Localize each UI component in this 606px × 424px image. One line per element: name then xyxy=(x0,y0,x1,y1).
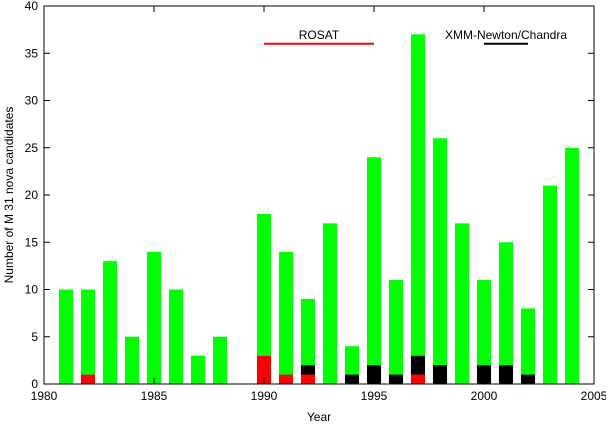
bar-segment xyxy=(344,346,360,375)
annotation-label: XMM-Newton/Chandra xyxy=(445,28,567,42)
bars-group xyxy=(58,34,580,384)
bar-segment xyxy=(476,280,492,366)
x-tick-label: 1990 xyxy=(251,389,278,403)
x-tick-label: 2000 xyxy=(471,389,498,403)
bar-segment xyxy=(410,355,426,375)
y-axis-label: Number of M 31 nova candidates xyxy=(2,107,16,284)
bar-segment xyxy=(410,34,426,356)
bar-segment xyxy=(432,365,448,384)
bar-segment xyxy=(388,280,404,375)
annotations-group: ROSAT XMM-Newton/Chandra xyxy=(264,28,567,45)
bar-segment xyxy=(542,185,558,384)
bar-segment xyxy=(498,242,514,366)
x-axis-label: Year xyxy=(307,410,331,424)
bar-segment xyxy=(146,251,162,384)
bar-segment xyxy=(212,336,228,384)
bar-segment xyxy=(168,289,184,384)
bar-segment xyxy=(278,374,294,384)
y-tick-label: 10 xyxy=(25,283,39,297)
bar-segment xyxy=(322,223,338,384)
bar-segment xyxy=(498,365,514,384)
bar-segment xyxy=(80,289,96,375)
bar-segment xyxy=(58,289,74,384)
axis-ticks: 1980 1985 1990 1995 2000 2005 0 5 10 15 20 25 30 35 40 xyxy=(25,0,606,403)
x-tick-label: 1995 xyxy=(361,389,388,403)
y-tick-label: 20 xyxy=(25,188,39,202)
x-tick-label: 2005 xyxy=(581,389,606,403)
y-tick-label: 30 xyxy=(25,94,39,108)
bar-segment xyxy=(80,374,96,384)
y-tick-label: 15 xyxy=(25,235,39,249)
bar-segment xyxy=(388,374,404,384)
annotation-label: ROSAT xyxy=(299,28,340,42)
bar-segment xyxy=(520,374,536,384)
y-tick-label: 0 xyxy=(31,377,38,391)
x-tick-label: 1985 xyxy=(141,389,168,403)
bar-segment xyxy=(300,374,316,384)
bar-segment xyxy=(300,365,316,375)
x-tick-label: 1980 xyxy=(31,389,58,403)
bar-segment xyxy=(410,374,426,384)
bar-segment xyxy=(454,223,470,384)
y-tick-label: 35 xyxy=(25,46,39,60)
bar-segment xyxy=(278,251,294,375)
y-tick-label: 40 xyxy=(25,0,39,13)
bar-segment xyxy=(564,147,580,384)
y-tick-label: 5 xyxy=(31,330,38,344)
bar-segment xyxy=(520,308,536,375)
bar-segment xyxy=(102,261,118,384)
bar-segment xyxy=(366,365,382,384)
bar-segment xyxy=(256,213,272,356)
y-tick-label: 25 xyxy=(25,141,39,155)
bar-segment xyxy=(476,365,492,384)
bar-segment xyxy=(124,336,140,384)
bar-segment xyxy=(366,157,382,366)
bar-segment xyxy=(344,374,360,384)
bar-segment xyxy=(190,355,206,384)
bar-segment xyxy=(432,138,448,366)
bar-segment xyxy=(300,298,316,366)
bar-segment xyxy=(256,355,272,384)
